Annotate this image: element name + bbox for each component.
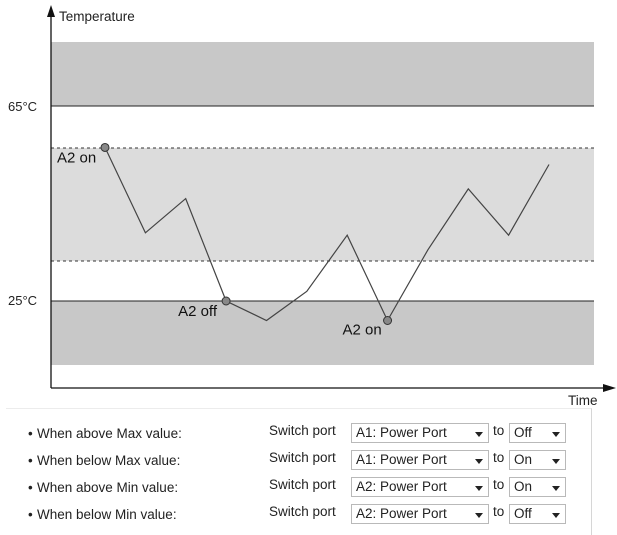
y-axis-arrow-icon [47,5,55,17]
to-label: to [493,450,505,465]
rule-label-text: When below Max value: [37,453,181,468]
chevron-down-icon [475,486,483,491]
port-select[interactable]: A2: Power Port [351,504,489,524]
state-select[interactable]: Off [509,423,566,443]
bullet-icon: • [28,426,33,441]
rule-label: • When above Max value: [28,426,182,441]
event-marker [221,296,231,306]
bullet-icon: • [28,453,33,468]
chevron-down-icon [552,459,560,464]
event-markers [100,142,393,325]
rule-label: • When below Min value: [28,507,177,522]
rule-label: • When below Max value: [28,453,180,468]
port-select[interactable]: A2: Power Port [351,477,489,497]
event-annotations: A2 on A2 off A2 on [57,149,382,338]
rule-label-text: When below Min value: [37,507,177,522]
chevron-down-icon [475,432,483,437]
port-select[interactable]: A1: Power Port [351,423,489,443]
event-annotation-label: A2 on [343,322,382,339]
state-select-value: Off [514,506,532,521]
min-value-label: 25°C [8,293,37,308]
temperature-series-line [104,147,550,322]
event-annotation-label: A2 on [57,149,96,166]
rule-label-text: When above Min value: [37,480,179,495]
rule-row-above-max: • When above Max value: Switch port A1: P… [6,423,592,445]
rule-row-above-min: • When above Min value: Switch port A2: P… [6,477,592,499]
chevron-down-icon [475,513,483,518]
x-axis-label: Time [568,393,598,408]
switch-rules-panel: • When above Max value: Switch port A1: P… [6,408,592,535]
switch-port-label: Switch port [269,504,336,519]
event-marker [383,316,393,325]
port-select-value: A1: Power Port [356,452,447,467]
rule-label: • When above Min value: [28,480,178,495]
rule-row-below-max: • When below Max value: Switch port A1: P… [6,450,592,472]
event-marker [100,142,110,152]
state-select[interactable]: On [509,450,566,470]
chevron-down-icon [552,513,560,518]
rule-label-text: When above Max value: [37,426,182,441]
chevron-down-icon [475,459,483,464]
chevron-down-icon [552,432,560,437]
state-select-value: On [514,452,533,467]
port-select[interactable]: A1: Power Port [351,450,489,470]
bullet-icon: • [28,480,33,495]
switch-port-label: Switch port [269,450,336,465]
switch-port-label: Switch port [269,477,336,492]
port-select-value: A1: Power Port [356,425,447,440]
bullet-icon: • [28,507,33,522]
port-select-value: A2: Power Port [356,479,447,494]
lower-dark-band [51,301,594,365]
event-annotation-label: A2 off [178,303,218,320]
middle-light-band [51,148,594,261]
state-select-value: Off [514,425,532,440]
max-value-label: 65°C [8,99,37,114]
port-select-value: A2: Power Port [356,506,447,521]
upper-dark-band [51,42,594,106]
state-select[interactable]: On [509,477,566,497]
switch-port-label: Switch port [269,423,336,438]
to-label: to [493,477,505,492]
to-label: to [493,423,505,438]
chevron-down-icon [552,486,560,491]
rule-row-below-min: • When below Min value: Switch port A2: P… [6,504,592,526]
state-select-value: On [514,479,533,494]
state-select[interactable]: Off [509,504,566,524]
to-label: to [493,504,505,519]
x-axis-arrow-icon [603,384,616,392]
y-axis-label: Temperature [59,9,135,24]
